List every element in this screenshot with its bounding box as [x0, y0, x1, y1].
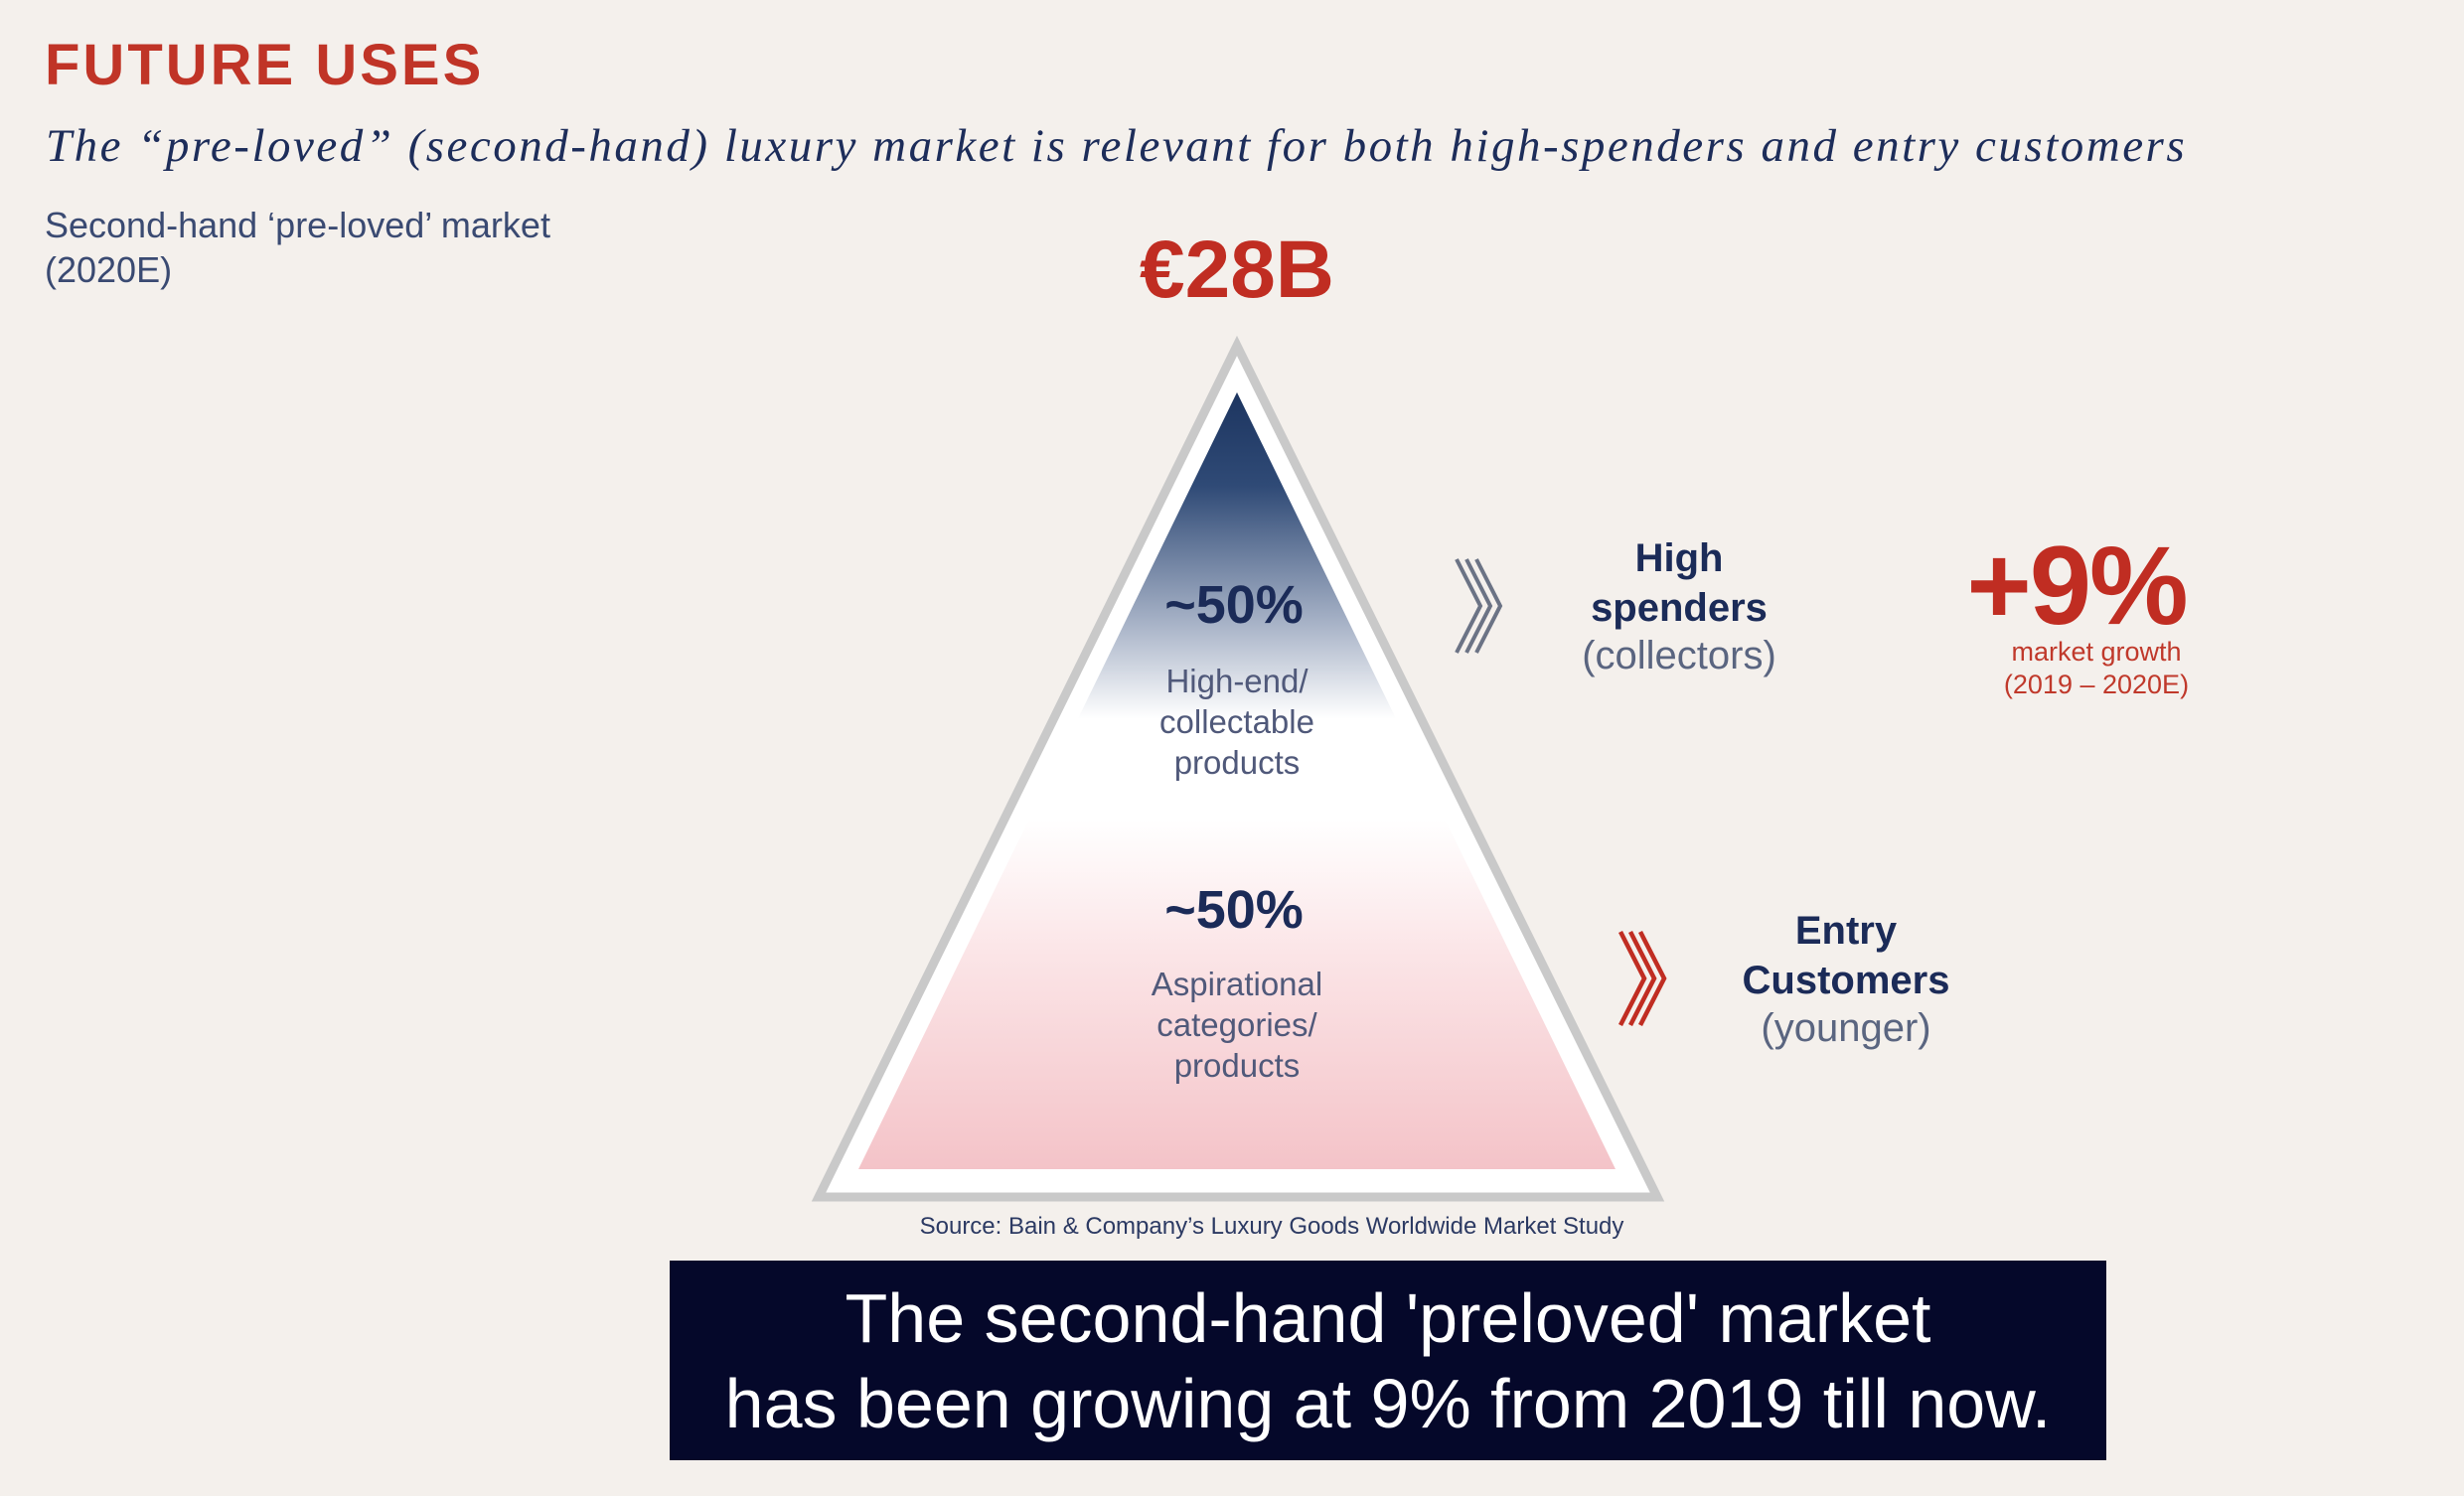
segment-top-percent: ~50%: [1164, 575, 1304, 635]
triple-chevron-right-icon: [1455, 558, 1503, 654]
group-high-spenders-title-line: spenders: [1591, 586, 1768, 630]
group-entry-customers-title: Entry Customers: [1627, 906, 2065, 1005]
page-title: FUTURE USES: [45, 33, 485, 97]
segment-top-description-line: collectable: [1159, 703, 1314, 740]
group-high-spenders-title-line: High: [1634, 536, 1724, 580]
group-high-spenders-title: High spenders: [1461, 533, 1898, 633]
market-label: Second-hand ‘pre-loved’ market (2020E): [45, 205, 550, 290]
pyramid-fill: [858, 392, 1616, 1169]
triple-chevron-right-icon: [1617, 930, 1667, 1027]
growth-value: +9%: [1966, 524, 2188, 648]
group-high-spenders-subtitle: (collectors): [1582, 634, 1776, 677]
segment-bottom-description-line: products: [1173, 1047, 1301, 1084]
page-subtitle: The “pre-loved” (second-hand) luxury mar…: [46, 120, 2188, 172]
subtitle-caption: The second-hand 'preloved' market has be…: [670, 1261, 2106, 1460]
growth-label-line: (2019 – 2020E): [2003, 670, 2190, 699]
group-entry-customers-title-line: Customers: [1742, 959, 1950, 1002]
segment-bottom-description-line: categories/: [1156, 1006, 1317, 1043]
group-entry-customers-title-line: Entry: [1794, 909, 1898, 953]
segment-top-description-line: High-end/: [1165, 663, 1309, 699]
caption-line: has been growing at 9% from 2019 till no…: [724, 1364, 2052, 1442]
growth-label-line: market growth: [2011, 637, 2182, 667]
segment-bottom-description: Aspirational categories/ products: [1038, 964, 1436, 1086]
growth-label: market growth (2019 – 2020E): [1947, 636, 2245, 701]
group-entry-customers-subtitle: (younger): [1761, 1006, 1931, 1050]
segment-bottom-percent: ~50%: [1164, 880, 1304, 940]
source-note: Source: Bain & Company’s Luxury Goods Wo…: [919, 1213, 1624, 1240]
segment-top-description: High-end/ collectable products: [1038, 661, 1436, 783]
segment-bottom-description-line: Aspirational: [1151, 966, 1323, 1002]
pyramid-total-value: €28B: [1139, 224, 1335, 315]
caption-line: The second-hand 'preloved' market: [845, 1278, 1931, 1357]
segment-top-description-line: products: [1173, 744, 1301, 781]
